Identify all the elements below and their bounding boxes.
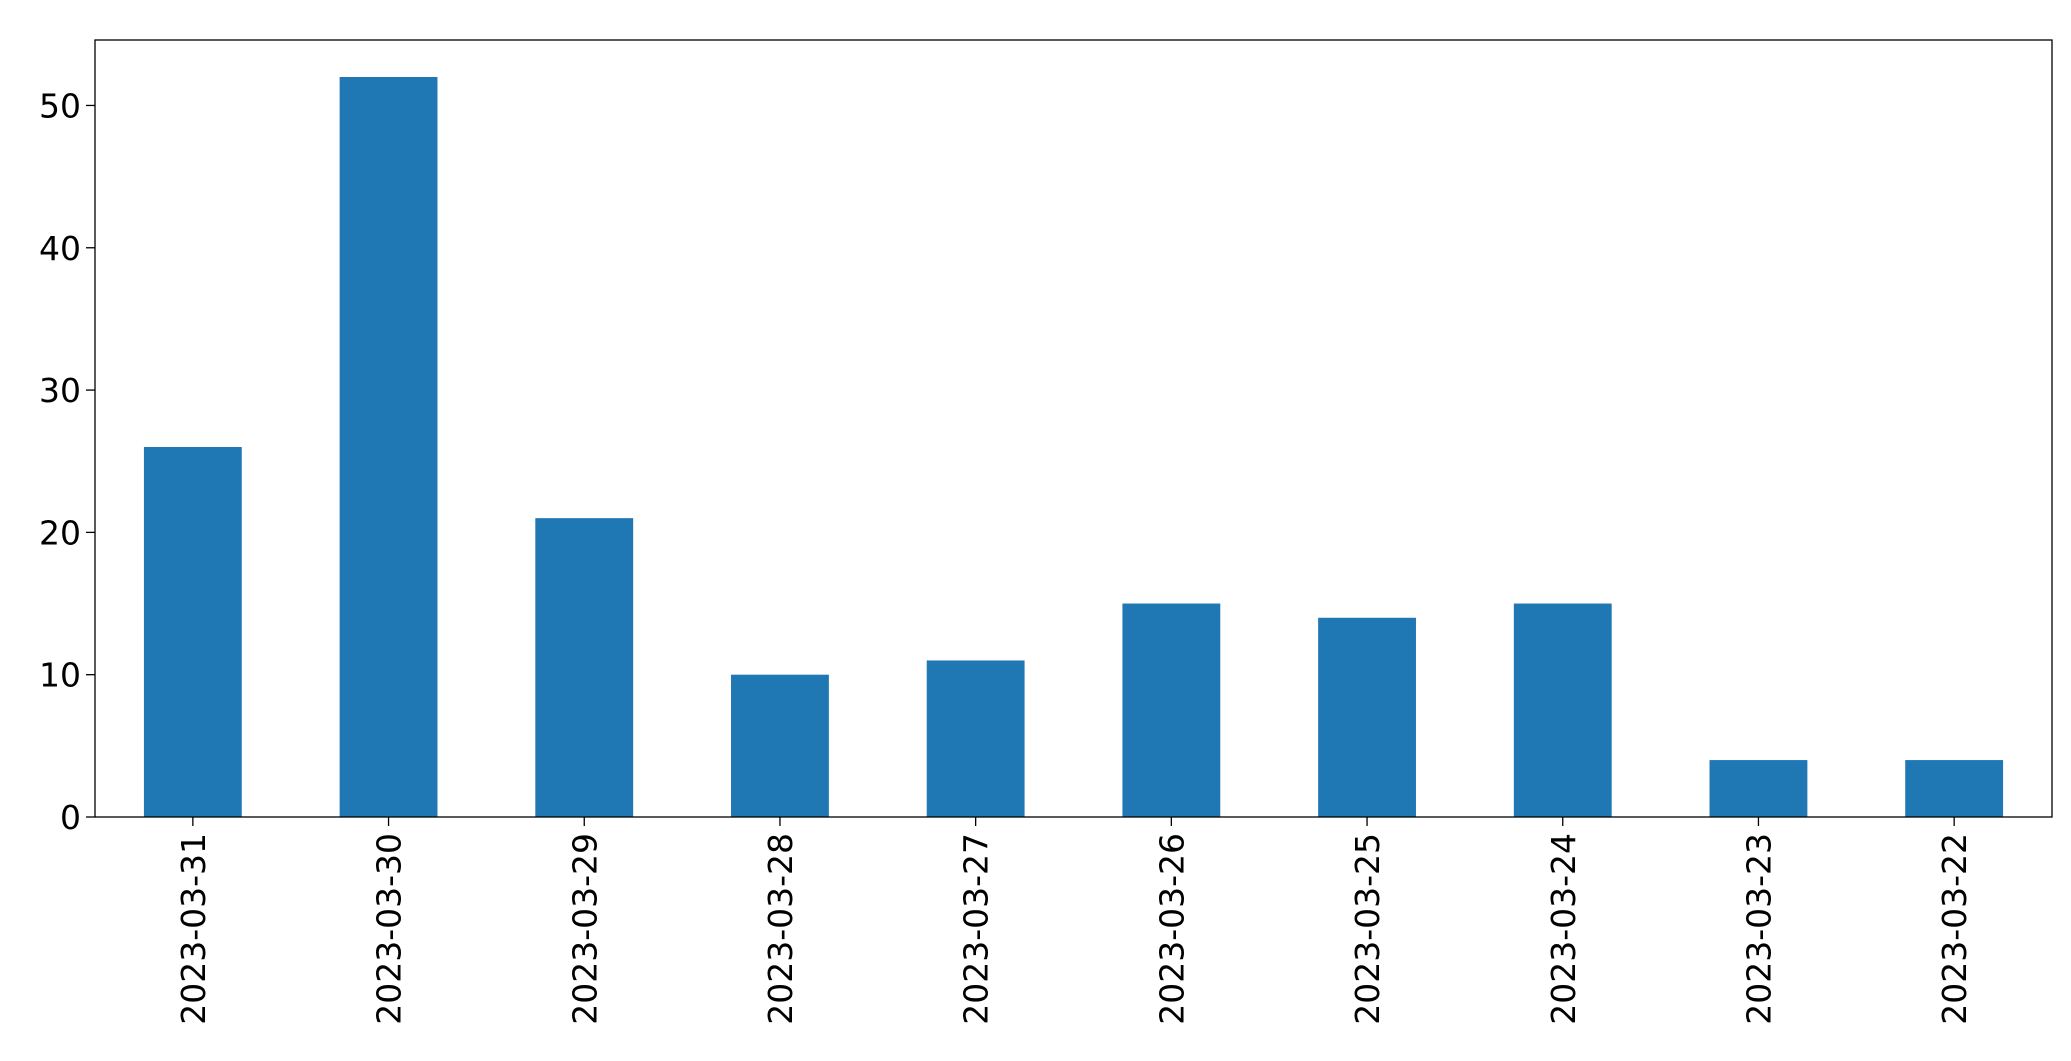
x-tick-label: 2023-03-24 — [1544, 833, 1583, 1025]
bar — [731, 674, 829, 817]
y-tick-label: 10 — [39, 656, 81, 695]
x-tick-label: 2023-03-26 — [1152, 833, 1191, 1025]
bar — [1709, 760, 1808, 817]
y-tick-label: 20 — [39, 513, 81, 552]
x-tick-label: 2023-03-29 — [565, 833, 604, 1025]
y-tick-label: 30 — [39, 371, 81, 410]
bar — [1513, 603, 1612, 817]
x-tick-label: 2023-03-27 — [957, 833, 996, 1025]
y-tick-label: 40 — [39, 229, 81, 268]
bar — [1905, 760, 2004, 817]
x-tick-label: 2023-03-30 — [370, 833, 409, 1025]
x-tick-label: 2023-03-22 — [1935, 833, 1974, 1025]
y-tick-label: 0 — [60, 798, 81, 837]
bar — [339, 77, 438, 817]
bar — [1318, 617, 1416, 817]
bar — [1122, 603, 1221, 817]
bar — [143, 447, 242, 817]
y-tick-label: 50 — [39, 86, 81, 125]
x-tick-label: 2023-03-28 — [761, 833, 800, 1025]
x-tick-label: 2023-03-31 — [174, 833, 213, 1025]
x-tick-label: 2023-03-23 — [1739, 833, 1778, 1025]
plot-frame — [94, 39, 2053, 818]
x-tick-label: 2023-03-25 — [1348, 833, 1387, 1025]
bar — [926, 660, 1025, 817]
bar — [535, 518, 634, 817]
